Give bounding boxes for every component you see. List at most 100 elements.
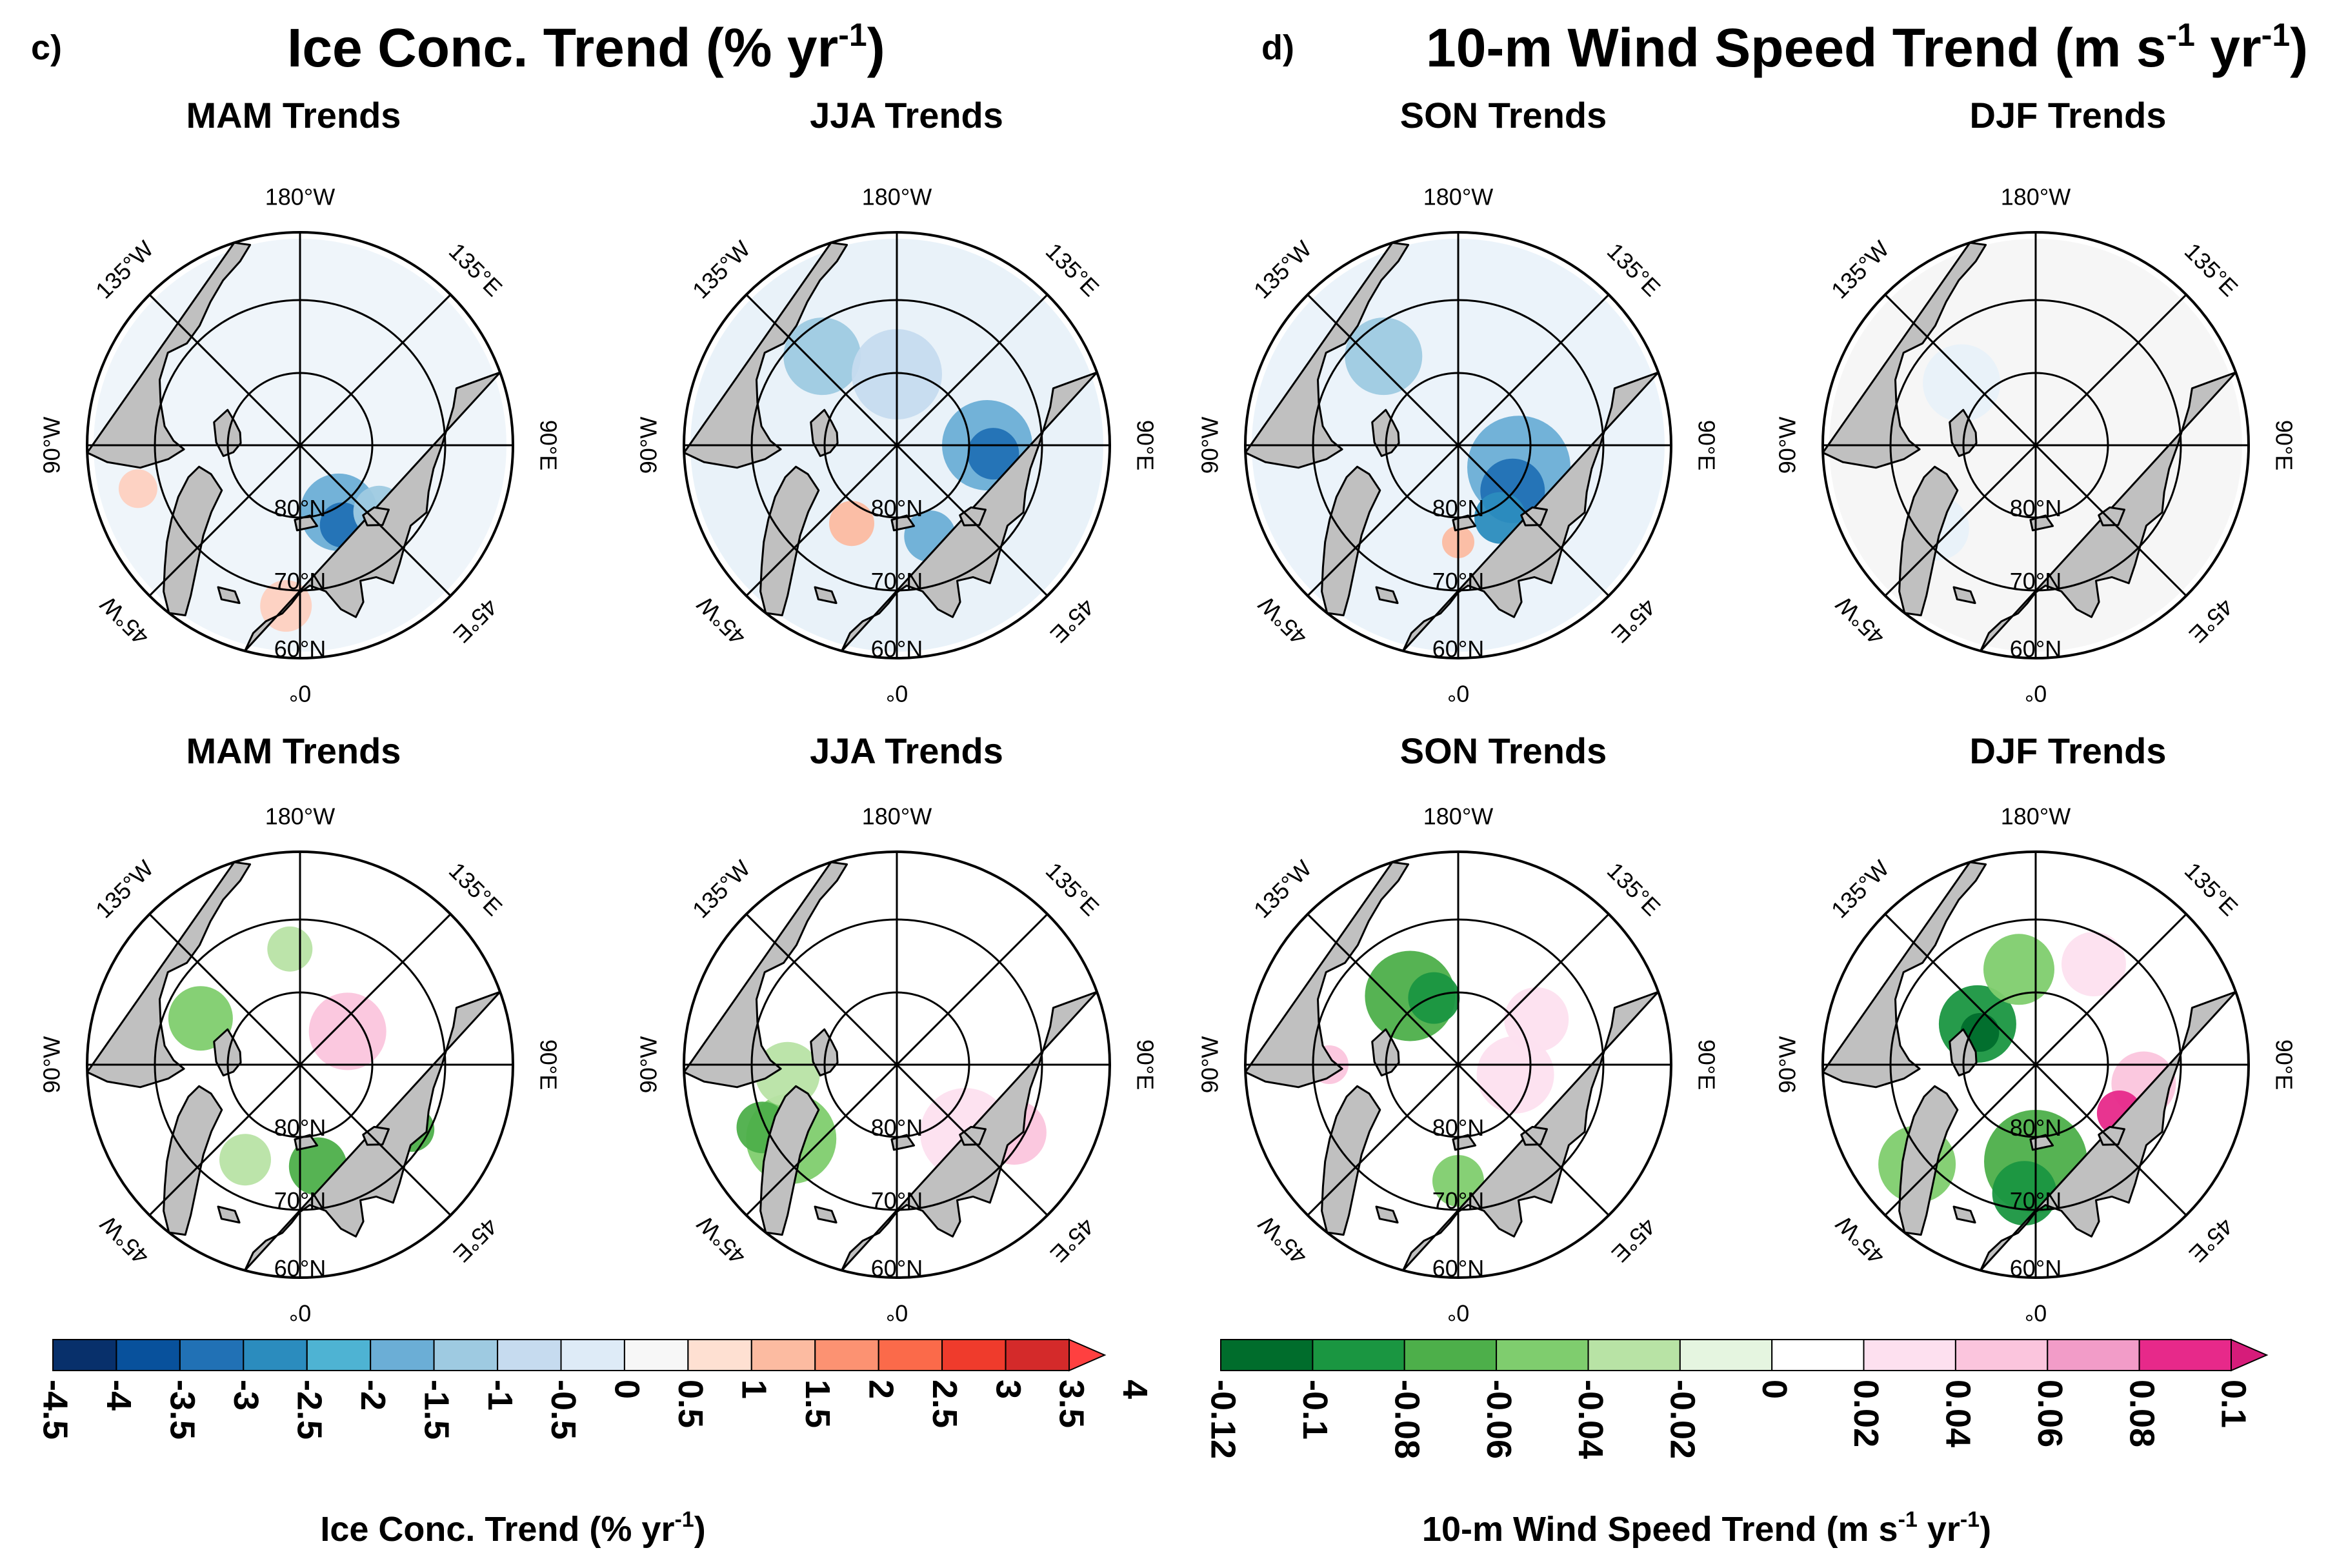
land-polygon [841, 371, 1098, 652]
colorbar-segment [1863, 1339, 1956, 1371]
longitude-label: 0° [1447, 1300, 1469, 1326]
map-panel-1: MAM Trends 180°W 135°E 90°E 45°E 0° 45°W 90°W 13… [39, 95, 562, 707]
colorbar-segment [1403, 1339, 1498, 1371]
latitude-label: 60°N [871, 1255, 923, 1282]
latitude-label: 80°N [1432, 1114, 1484, 1141]
latitude-label: 60°N [1432, 1255, 1484, 1282]
colorbar-segment [878, 1339, 943, 1371]
trend-patch [308, 992, 386, 1070]
land [1245, 241, 1660, 652]
land-polygon [1898, 1085, 1959, 1236]
panel-title: DJF Trends [1970, 730, 2167, 771]
colorbar-tick-label: 0.1 [2214, 1380, 2253, 1428]
land-polygon [759, 1085, 820, 1236]
panel-title: DJF Trends [1970, 95, 2167, 136]
longitude-label: 135°E [444, 857, 508, 921]
longitude-label: 90°W [1197, 1036, 1223, 1093]
colorbar-tick-label: -4 [99, 1380, 138, 1411]
longitude-label: 135°W [1826, 236, 1894, 304]
latitude-label: 60°N [871, 636, 923, 662]
trend-patch [1408, 972, 1460, 1024]
colorbar-arrow [2231, 1338, 2269, 1372]
land-polygon [2098, 506, 2125, 527]
longitude-label: 180°W [2001, 184, 2071, 210]
latitude-label: 60°N [2010, 636, 2061, 662]
meridian-line [2034, 444, 2187, 597]
meridian-line [148, 444, 301, 597]
colorbar-tick-label: -3 [226, 1380, 265, 1411]
meridian-line [2034, 1063, 2187, 1216]
latitude-label: 80°N [871, 1114, 923, 1141]
colorbar-tick-label: -1 [481, 1380, 519, 1411]
land-polygon [684, 861, 848, 1089]
longitude-label: 90°E [1132, 1040, 1158, 1090]
meridian-line [896, 444, 1048, 597]
land-polygon [1898, 465, 1959, 617]
longitude-label: 180°W [1423, 803, 1493, 830]
trend-patch [168, 986, 233, 1051]
land-polygon [362, 1125, 390, 1146]
longitude-label: 45°E [448, 594, 503, 648]
meridian-line [896, 294, 1048, 447]
latitude-label: 80°N [1432, 495, 1484, 521]
longitude-label: 0° [2025, 1300, 2047, 1326]
meridian-line [745, 1063, 898, 1216]
latitude-label: 60°N [274, 636, 326, 662]
longitude-label: 0° [2025, 680, 2047, 707]
land-polygon [362, 506, 390, 527]
longitude-label: 180°W [2001, 803, 2071, 830]
land-polygon [244, 371, 501, 652]
panel-c-title: Ice Conc. Trend (% yr-1) [287, 17, 885, 78]
longitude-label: 135°E [1041, 857, 1105, 921]
trend-patch [118, 469, 157, 508]
meridian-line [1457, 1063, 1610, 1216]
trend-patch [267, 926, 313, 972]
meridian-line [745, 913, 898, 1066]
panel-title: MAM Trends [186, 730, 401, 771]
longitude-label: 0° [289, 680, 311, 707]
latitude-label: 70°N [871, 568, 923, 594]
longitude-label: 0° [289, 1300, 311, 1326]
colorbar-segment [1496, 1339, 1589, 1371]
colorbar-segment [52, 1339, 117, 1371]
colorbar-segment [497, 1339, 562, 1371]
trend-patch [1345, 317, 1423, 396]
land-polygon [163, 1085, 223, 1236]
longitude-label: 45°E [1607, 1213, 1661, 1267]
colorbar-tick-label: 2 [861, 1380, 900, 1399]
land-polygon [1520, 506, 1548, 527]
longitude-label: 45°W [1830, 591, 1890, 650]
latitude-label: 70°N [274, 568, 326, 594]
land-polygon [1823, 241, 1987, 469]
latitude-label: 70°N [2010, 1187, 2061, 1214]
latitude-label: 80°N [274, 1114, 326, 1141]
land-polygon [841, 990, 1098, 1272]
longitude-label: 135°E [1041, 237, 1105, 301]
colorbar-tick-label: -1.5 [417, 1380, 456, 1440]
longitude-label: 0° [1447, 680, 1469, 707]
colorbar-tick-label: -4.5 [36, 1380, 75, 1440]
meridian-line [299, 1063, 452, 1216]
trend-patch [1923, 344, 2001, 422]
longitude-label: 135°E [1602, 237, 1666, 301]
colorbar-segment [2138, 1339, 2232, 1371]
longitude-label: 45°W [1253, 1211, 1312, 1270]
map-panel-8: DJF Trends 180°W 135°E 90°E 45°E 0° 45°W 90°W 13… [1774, 730, 2298, 1326]
colorbar-segment [1312, 1339, 1405, 1371]
latitude-label: 70°N [1432, 568, 1484, 594]
panel-title: JJA Trends [810, 730, 1003, 771]
colorbar-tick-label: -2 [354, 1380, 392, 1411]
longitude-label: 135°W [90, 855, 159, 923]
colorbar-segment [750, 1339, 816, 1371]
meridian-line [745, 294, 898, 447]
colorbar-tick-label: 3.5 [1052, 1380, 1091, 1428]
colorbar-label: 10-m Wind Speed Trend (m s-1 yr-1) [1422, 1507, 1991, 1549]
meridian-line [2034, 913, 2187, 1066]
panel-title: MAM Trends [186, 95, 401, 136]
longitude-label: 90°E [2271, 1040, 2297, 1090]
land-polygon [1823, 861, 1987, 1089]
colorbar-segment [306, 1339, 372, 1371]
colorbar-segment [1587, 1339, 1681, 1371]
longitude-label: 135°W [687, 855, 756, 923]
longitude-label: 135°E [444, 237, 508, 301]
